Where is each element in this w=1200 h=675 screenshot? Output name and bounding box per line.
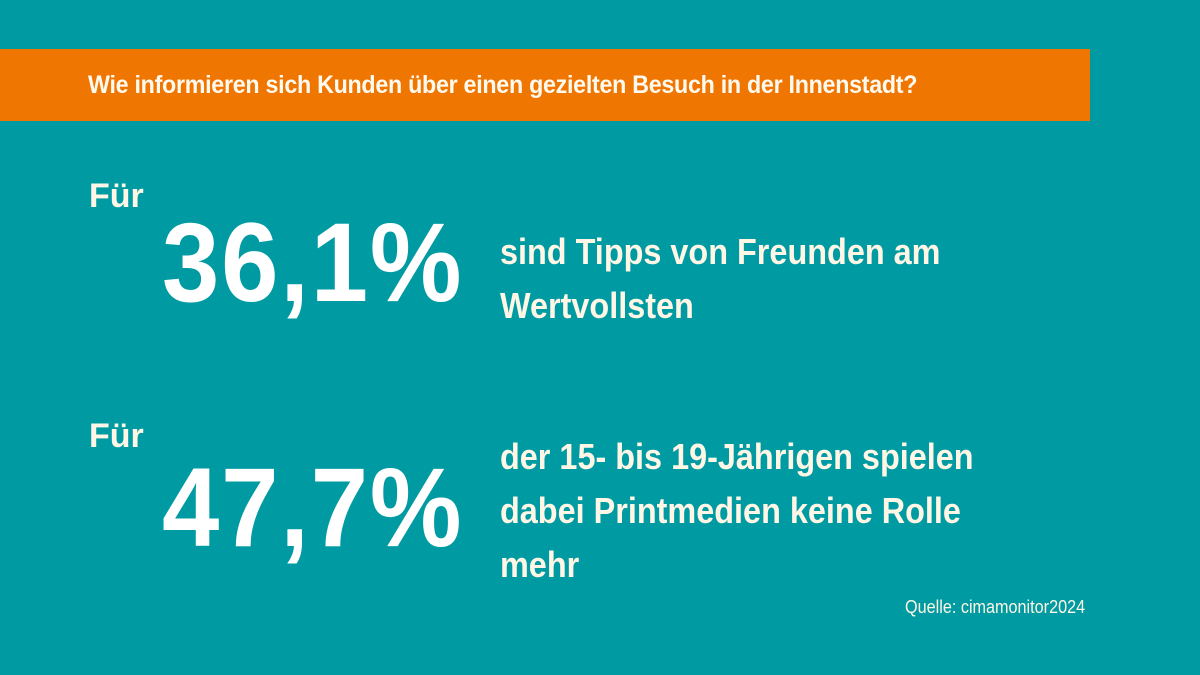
stat-value: 36,1% [162,200,464,325]
stat-prefix: Für [89,417,144,455]
stat-description: sind Tipps von Freunden am Wertvollsten [500,225,940,333]
stat-prefix: Für [89,177,144,215]
stat-value: 47,7% [162,445,464,570]
title-banner: Wie informieren sich Kunden über einen g… [0,49,1090,121]
stat-description-line: sind Tipps von Freunden am [500,231,941,272]
stat-description-line: der 15- bis 19-Jährigen spielen [500,436,974,477]
source-citation: Quelle: cimamonitor2024 [904,597,1085,617]
stat-description-line: Wertvollsten [500,285,694,326]
headline: Wie informieren sich Kunden über einen g… [88,71,918,99]
stat-description-line: dabei Printmedien keine Rolle [500,490,961,531]
stat-description: der 15- bis 19-Jährigen spielen dabei Pr… [500,430,974,592]
stat-description-line: mehr [500,544,580,585]
